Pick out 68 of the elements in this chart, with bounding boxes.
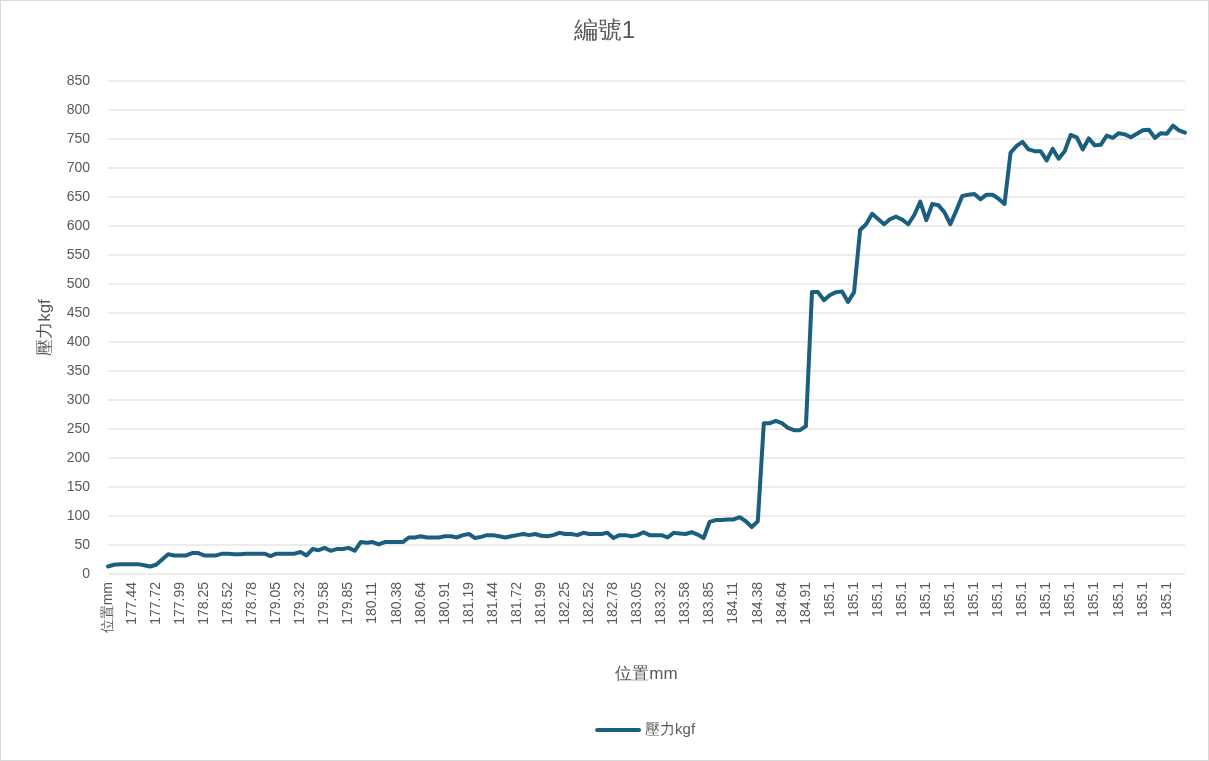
x-tick-label: 181.44 <box>483 581 500 625</box>
y-tick-label: 300 <box>66 390 91 407</box>
x-tick-label: 183.58 <box>676 581 693 625</box>
x-tick-label: 180.64 <box>411 581 428 625</box>
x-tick-label: 181.19 <box>459 581 476 625</box>
x-tick-label: 184.91 <box>796 581 813 625</box>
x-tick-label: 181.72 <box>507 581 524 625</box>
x-tick-label: 185.1 <box>965 581 982 618</box>
x-tick-label: 位置mm <box>98 582 115 634</box>
x-tick-label: 179.85 <box>339 581 356 625</box>
x-tick-label: 177.44 <box>122 581 139 625</box>
x-tick-label: 177.99 <box>170 581 187 625</box>
x-tick-label: 185.1 <box>892 581 909 618</box>
legend-label: 壓力kgf <box>645 719 696 737</box>
x-tick-label: 185.1 <box>1061 581 1078 618</box>
x-tick-label: 185.1 <box>941 581 958 618</box>
x-axis-title: 位置mm <box>615 664 678 683</box>
x-tick-label: 184.11 <box>724 581 741 624</box>
y-tick-label: 700 <box>66 158 91 175</box>
y-tick-label: 850 <box>66 71 91 88</box>
x-tick-label: 179.05 <box>267 581 284 625</box>
y-tick-label: 50 <box>74 535 91 552</box>
x-tick-label: 178.78 <box>243 581 260 625</box>
x-tick-label: 178.52 <box>219 581 236 625</box>
x-tick-label: 179.32 <box>291 581 308 625</box>
y-tick-label: 800 <box>66 100 91 117</box>
x-tick-label: 178.25 <box>194 581 211 625</box>
y-tick-label: 100 <box>66 506 91 523</box>
x-tick-label: 185.1 <box>1085 581 1102 618</box>
x-tick-label: 185.1 <box>989 581 1006 618</box>
x-tick-label: 182.25 <box>555 581 572 625</box>
x-tick-label: 185.1 <box>1157 581 1174 618</box>
y-tick-label: 350 <box>66 361 91 378</box>
y-tick-label: 200 <box>66 448 91 465</box>
x-tick-label: 179.58 <box>315 581 332 625</box>
x-tick-label: 185.1 <box>1133 581 1150 618</box>
x-tick-label: 183.85 <box>700 581 717 625</box>
x-tick-label: 180.11 <box>363 581 380 624</box>
y-tick-label: 150 <box>66 477 91 494</box>
y-tick-label: 0 <box>82 564 91 581</box>
x-tick-label: 185.1 <box>820 581 837 618</box>
y-tick-label: 650 <box>66 187 91 204</box>
x-tick-label: 185.1 <box>868 581 885 618</box>
x-tick-label: 184.38 <box>748 581 765 625</box>
x-tick-label: 185.1 <box>1013 581 1030 618</box>
x-tick-label: 185.1 <box>844 581 861 618</box>
x-tick-label: 183.32 <box>652 581 669 625</box>
y-tick-label: 750 <box>66 129 91 146</box>
x-tick-label: 185.1 <box>916 581 933 618</box>
y-tick-label: 450 <box>66 303 91 320</box>
y-tick-label: 600 <box>66 216 91 233</box>
line-series <box>106 123 1187 569</box>
y-axis-title: 壓力kgf <box>35 298 55 356</box>
x-tick-label: 180.91 <box>435 581 452 625</box>
x-tick-label: 180.38 <box>387 581 404 625</box>
x-tick-label: 177.72 <box>146 581 163 625</box>
x-tick-label: 185.1 <box>1037 581 1054 618</box>
y-tick-label: 550 <box>66 245 91 262</box>
x-tick-label: 182.52 <box>580 581 597 625</box>
x-tick-label: 184.64 <box>772 581 789 625</box>
x-tick-label: 183.05 <box>628 581 645 625</box>
y-tick-label: 500 <box>66 274 91 291</box>
x-tick-label: 181.99 <box>531 581 548 625</box>
y-tick-label: 400 <box>66 332 91 349</box>
y-tick-label: 250 <box>66 419 91 436</box>
chart-title: 編號1 <box>572 16 636 43</box>
x-tick-label: 185.1 <box>1109 581 1126 618</box>
x-tick-label: 182.78 <box>604 581 621 625</box>
